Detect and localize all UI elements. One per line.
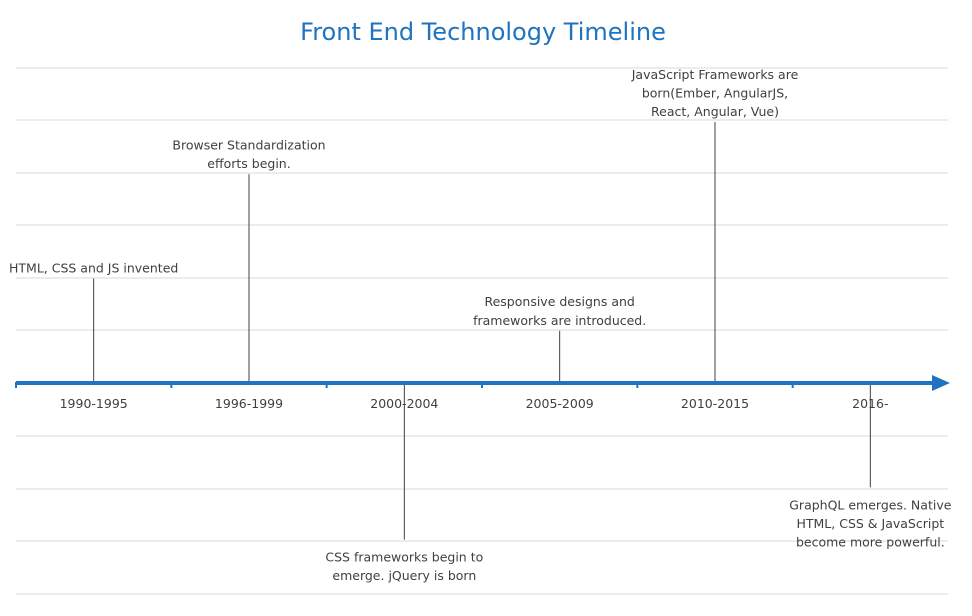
event-connectors	[93, 122, 871, 540]
event-label: GraphQL emerges. Native HTML, CSS & JavaS…	[789, 497, 951, 549]
event-label-line: emerge. jQuery is born	[332, 568, 476, 583]
chart-title: Front End Technology Timeline	[300, 18, 666, 46]
event-label-line: become more powerful.	[796, 535, 945, 550]
timeline-axis	[15, 375, 950, 391]
event-label-line: React, Angular, Vue)	[651, 104, 779, 119]
event-label-line: Browser Standardization	[172, 138, 325, 153]
event-label-line: GraphQL emerges. Native	[789, 497, 951, 512]
gridlines	[16, 67, 948, 595]
period-label: 2000-2004	[370, 396, 438, 411]
event-label: CSS frameworks begin to emerge. jQuery is…	[325, 550, 483, 584]
event-label-line: frameworks are introduced.	[473, 313, 646, 328]
period-labels: 1990-1995 1996-1999 2000-2004 2005-2009 2010…	[60, 396, 889, 411]
event-label-line: Responsive designs and	[484, 294, 634, 309]
event-label: Responsive designs and frameworks are int…	[473, 294, 646, 328]
event-label-line: JavaScript Frameworks are	[631, 67, 799, 82]
event-label-line: HTML, CSS and JS invented	[9, 261, 178, 276]
event-annotations: HTML, CSS and JS invented Browser Standar…	[9, 67, 952, 583]
event-label-line: HTML, CSS & JavaScript	[796, 516, 944, 531]
axis-arrowhead	[932, 375, 950, 391]
event-label-line: efforts begin.	[207, 156, 290, 171]
event-label-line: born(Ember, AngularJS,	[642, 85, 788, 100]
event-label-line: CSS frameworks begin to	[325, 550, 483, 565]
event-label: JavaScript Frameworks are born(Ember, Ang…	[631, 67, 799, 119]
period-label: 2010-2015	[681, 396, 749, 411]
event-label: Browser Standardization efforts begin.	[172, 138, 325, 172]
period-label: 2005-2009	[526, 396, 594, 411]
period-label: 1990-1995	[60, 396, 128, 411]
event-label: HTML, CSS and JS invented	[9, 261, 178, 276]
period-label: 2016-	[852, 396, 888, 411]
period-label: 1996-1999	[215, 396, 283, 411]
